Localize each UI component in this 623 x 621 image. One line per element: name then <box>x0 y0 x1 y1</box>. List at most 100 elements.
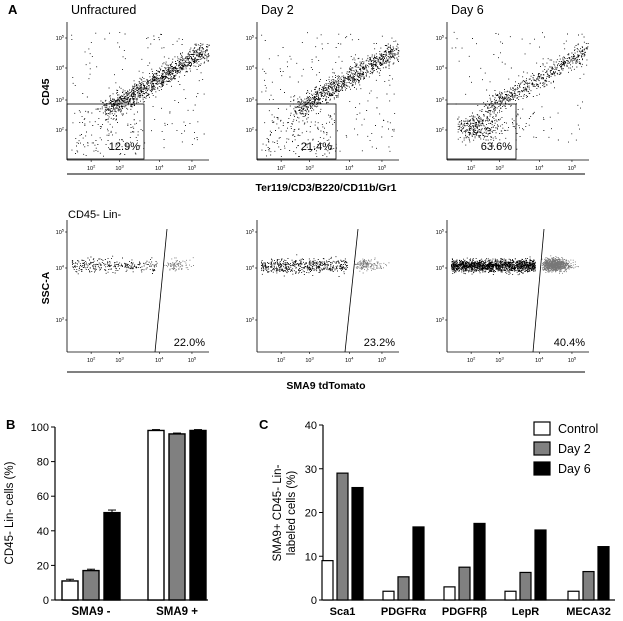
y-tick-label: 105 <box>246 228 255 237</box>
y-tick-label: 104 <box>56 64 65 73</box>
top-plot: 105 104 103 102 102 103 104 105 21.4% <box>246 22 400 172</box>
legend-label: Control <box>558 422 598 436</box>
bar <box>61 580 79 601</box>
middle-y-axis-label: SSC-A <box>40 271 52 304</box>
bar <box>458 566 471 601</box>
y-tick-label: 104 <box>436 64 445 73</box>
y-tick-label: 105 <box>56 34 65 43</box>
bar-chart-c: C 0 10 20 30 40 SMA9+ CD45- Lin-labeled cells … <box>259 417 615 618</box>
middle-x-axis-label: SMA9 tdTomato <box>286 380 365 392</box>
bar <box>321 560 334 601</box>
y-tick-label: 103 <box>56 316 65 325</box>
x-tick-label: 104 <box>155 356 164 365</box>
y-tick-label: 103 <box>56 96 65 105</box>
x-tick-label: PDGFRβ <box>442 606 488 618</box>
scatter-dots <box>451 31 589 150</box>
y-tick-label: 80 <box>37 457 49 469</box>
x-tick-label: MECA32 <box>566 606 611 618</box>
top-x-axis-label: Ter119/CD3/B220/CD11b/Gr1 <box>255 182 396 194</box>
top-plot: 105 104 103 102 102 103 104 105 63.6% <box>436 22 589 172</box>
y-tick-label: 103 <box>436 316 445 325</box>
x-tick-label: 103 <box>305 356 314 365</box>
y-tick-label: 40 <box>37 526 49 538</box>
x-tick-label: 105 <box>188 164 197 173</box>
y-tick-label: 0 <box>43 595 49 607</box>
x-tick-label: 103 <box>115 164 124 173</box>
gate-box <box>256 103 337 160</box>
scatter-dots <box>261 254 348 277</box>
bar <box>534 529 547 601</box>
x-tick-label: 104 <box>535 164 544 173</box>
middle-subtitle: CD45- Lin- <box>68 209 122 221</box>
gate-percent: 12.9% <box>109 141 140 153</box>
gate-line <box>532 228 545 353</box>
x-tick-label: 105 <box>568 356 577 365</box>
x-tick-label: 102 <box>87 356 96 365</box>
flow-cytometry-panels: A Unfractured Day 2 Day 6CD4510510410310210… <box>8 2 589 392</box>
top-plot: 105 104 103 102 102 103 104 105 12.9% <box>56 22 210 172</box>
middle-plot: 105 104 103 102 103 104 105 40.4% <box>436 220 589 364</box>
scatter-dots <box>71 32 210 157</box>
legend-swatch <box>533 421 551 436</box>
bar <box>412 526 425 601</box>
scatter-dots <box>261 32 400 158</box>
y-tick-label: 104 <box>246 264 255 273</box>
y-tick-label: 104 <box>246 64 255 73</box>
bar <box>397 576 410 601</box>
gate-percent: 22.0% <box>174 337 205 349</box>
plot-title: Unfractured <box>71 3 136 17</box>
plot-title: Day 6 <box>451 3 484 17</box>
y-tick-label: 60 <box>37 491 49 503</box>
x-tick-label: 102 <box>87 164 96 173</box>
x-tick-label: SMA9 - <box>72 606 111 618</box>
scatter-dots <box>451 256 536 276</box>
x-tick-label: 103 <box>305 164 314 173</box>
x-tick-label: 102 <box>467 164 476 173</box>
gate-percent: 40.4% <box>554 337 585 349</box>
gate-box <box>446 103 517 160</box>
x-tick-label: 102 <box>467 356 476 365</box>
x-tick-label: 105 <box>378 356 387 365</box>
y-tick-label: 20 <box>37 560 49 572</box>
y-axis-label-line: labeled cells (%) <box>286 471 298 556</box>
x-tick-label: LepR <box>512 606 540 618</box>
x-tick-label: 104 <box>155 164 164 173</box>
gate-percent: 23.2% <box>364 337 395 349</box>
y-tick-label: 105 <box>436 228 445 237</box>
y-tick-label: 103 <box>246 316 255 325</box>
bar <box>382 590 395 601</box>
y-tick-label: 102 <box>246 126 255 135</box>
bar <box>147 429 165 601</box>
panel-label-c: C <box>259 417 269 432</box>
x-tick-label: 104 <box>345 356 354 365</box>
bar <box>473 522 486 601</box>
x-tick-label: 102 <box>277 164 286 173</box>
bar <box>504 590 517 601</box>
y-tick-label: 0 <box>311 595 317 607</box>
y-tick-label: 20 <box>305 508 317 520</box>
middle-plot: 105 104 103 102 103 104 105 23.2% <box>246 220 399 364</box>
legend: Control Day 2 Day 6 <box>533 421 598 476</box>
bar <box>168 433 186 601</box>
legend-label: Day 6 <box>558 462 591 476</box>
gate-line <box>344 228 359 353</box>
y-tick-label: 103 <box>436 96 445 105</box>
bar <box>582 570 595 601</box>
bar <box>103 511 121 601</box>
x-tick-label: Sca1 <box>330 606 356 618</box>
y-tick-label: 102 <box>436 126 445 135</box>
bar <box>597 546 610 601</box>
y-tick-label: 103 <box>246 96 255 105</box>
scatter-dots-tdtomato <box>164 257 194 272</box>
gate-line <box>154 228 168 353</box>
bar <box>519 571 532 601</box>
legend-swatch <box>533 461 551 476</box>
y-tick-label: 105 <box>436 34 445 43</box>
middle-plot: 105 104 103 102 103 104 105 22.0% <box>56 220 209 364</box>
legend-label: Day 2 <box>558 442 591 456</box>
bar <box>82 569 100 601</box>
bar <box>336 472 349 601</box>
y-tick-label: 105 <box>56 228 65 237</box>
x-tick-label: 102 <box>277 356 286 365</box>
